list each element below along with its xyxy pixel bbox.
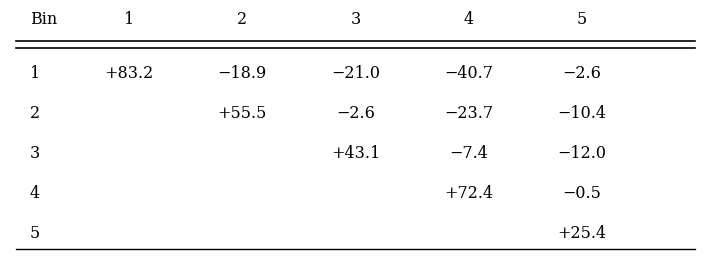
Text: +83.2: +83.2	[105, 65, 154, 82]
Text: 4: 4	[464, 11, 474, 28]
Text: +43.1: +43.1	[331, 145, 380, 162]
Text: −0.5: −0.5	[562, 185, 602, 202]
Text: 5: 5	[577, 11, 587, 28]
Text: 2: 2	[237, 11, 247, 28]
Text: −12.0: −12.0	[557, 145, 606, 162]
Text: +55.5: +55.5	[218, 105, 267, 122]
Text: +25.4: +25.4	[557, 225, 606, 242]
Text: −10.4: −10.4	[557, 105, 606, 122]
Text: −2.6: −2.6	[562, 65, 602, 82]
Text: −23.7: −23.7	[444, 105, 493, 122]
Text: 3: 3	[351, 11, 360, 28]
Text: −40.7: −40.7	[444, 65, 493, 82]
Text: Bin: Bin	[30, 11, 57, 28]
Text: 3: 3	[30, 145, 40, 162]
Text: +72.4: +72.4	[444, 185, 493, 202]
Text: −2.6: −2.6	[336, 105, 375, 122]
Text: 4: 4	[30, 185, 40, 202]
Text: −18.9: −18.9	[218, 65, 267, 82]
Text: −7.4: −7.4	[449, 145, 488, 162]
Text: 1: 1	[124, 11, 134, 28]
Text: 5: 5	[30, 225, 40, 242]
Text: 1: 1	[30, 65, 40, 82]
Text: 2: 2	[30, 105, 40, 122]
Text: −21.0: −21.0	[331, 65, 380, 82]
